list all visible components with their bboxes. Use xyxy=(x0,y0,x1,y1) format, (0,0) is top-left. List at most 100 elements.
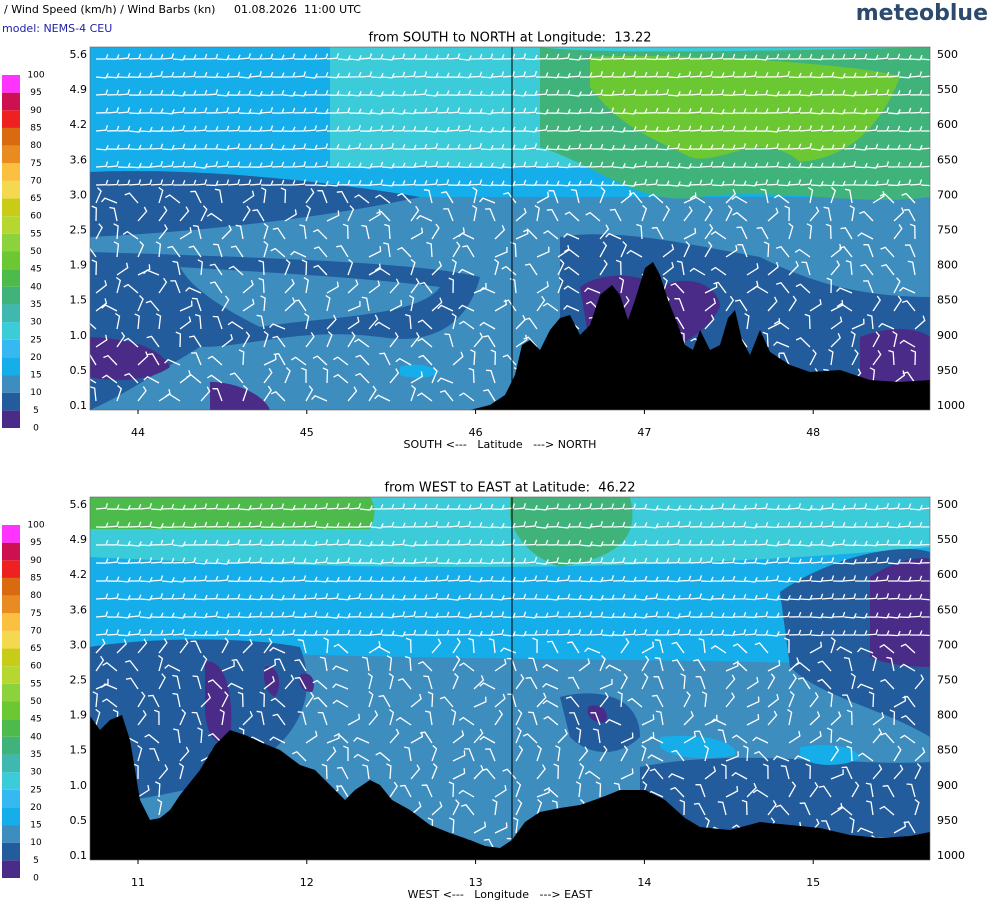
wind-barb xyxy=(431,638,442,654)
wind-barb xyxy=(227,576,241,583)
wind-barb xyxy=(678,539,692,546)
wind-barb xyxy=(117,504,131,511)
wind-barb xyxy=(238,630,252,637)
wind-barb xyxy=(794,248,811,258)
wind-barb xyxy=(788,577,802,583)
wind-barb xyxy=(282,629,296,636)
wind-barb xyxy=(410,371,423,384)
wind-barb xyxy=(649,768,664,780)
wind-barb xyxy=(710,718,727,726)
wind-barb xyxy=(389,278,400,294)
wind-barb xyxy=(447,539,461,546)
x-tick-label: 44 xyxy=(131,426,145,439)
wind-barb xyxy=(579,541,593,547)
wind-barb xyxy=(436,575,449,582)
wind-barb xyxy=(557,72,571,79)
wind-barb xyxy=(172,613,186,619)
speed-contour xyxy=(860,329,930,386)
wind-barb xyxy=(451,313,457,330)
wind-barb xyxy=(447,72,461,78)
wind-barb xyxy=(766,127,780,133)
wind-barb xyxy=(205,180,219,187)
wind-barb xyxy=(542,683,559,690)
wind-barb xyxy=(797,677,811,690)
wind-barb xyxy=(654,657,664,672)
header-date: 01.08.2026 11:00 UTC xyxy=(234,3,361,16)
wind-barb xyxy=(914,763,922,780)
wind-barb xyxy=(821,612,835,619)
wind-barb xyxy=(535,89,549,96)
wind-barb xyxy=(826,727,833,744)
wind-barb xyxy=(494,709,503,726)
wind-barb xyxy=(139,576,153,583)
wind-barb xyxy=(502,107,516,114)
wind-barb xyxy=(150,179,164,186)
wind-barb xyxy=(513,611,527,618)
wind-barb xyxy=(799,802,811,816)
wind-barb xyxy=(392,503,406,510)
wind-barb xyxy=(249,143,263,150)
wind-barb xyxy=(249,629,263,636)
wind-barb xyxy=(480,593,494,600)
wind-barb xyxy=(502,71,516,78)
wind-barb xyxy=(139,89,153,96)
wind-barb xyxy=(810,145,824,151)
wind-barb xyxy=(590,629,604,636)
wind-barb xyxy=(95,280,108,294)
wind-barb xyxy=(732,661,748,672)
wind-barb xyxy=(359,612,373,618)
wind-barb xyxy=(799,594,813,601)
wind-barb xyxy=(690,540,703,546)
wind-barb xyxy=(414,161,428,168)
wind-barb xyxy=(260,295,266,312)
wind-barb xyxy=(249,71,262,78)
wind-barb xyxy=(860,263,874,276)
wind-barb xyxy=(312,229,328,240)
wind-barb xyxy=(469,593,483,600)
wind-barb xyxy=(839,246,853,258)
wind-barb xyxy=(184,594,197,600)
wind-barb xyxy=(689,575,703,582)
wind-barb xyxy=(717,801,727,816)
wind-barb xyxy=(909,161,923,168)
wind-barb xyxy=(788,611,802,618)
wind-barb xyxy=(194,575,208,582)
wind-barb xyxy=(293,143,307,150)
wind-barb xyxy=(799,143,812,150)
wind-barb xyxy=(523,336,538,348)
wind-barb xyxy=(645,71,659,78)
wind-barb xyxy=(865,143,879,150)
wind-barb xyxy=(821,144,835,150)
colorbar-swatch xyxy=(2,198,20,217)
wind-barb xyxy=(869,367,876,384)
wind-barb xyxy=(414,89,428,96)
height-label: 1.5 xyxy=(70,744,88,757)
wind-barb xyxy=(326,576,340,583)
wind-barb xyxy=(447,107,461,114)
wind-barb xyxy=(887,522,901,529)
wind-barb xyxy=(155,241,162,258)
wind-barb xyxy=(535,145,549,151)
wind-barb xyxy=(590,71,604,78)
wind-barb xyxy=(612,575,626,582)
wind-barb xyxy=(227,593,241,600)
wind-barb xyxy=(410,801,422,816)
wind-barb xyxy=(194,125,208,132)
wind-barb xyxy=(513,593,527,600)
wind-barb xyxy=(909,558,923,565)
wind-barb xyxy=(238,73,252,79)
wind-barb xyxy=(713,281,727,294)
wind-barb xyxy=(722,144,736,150)
wind-barb xyxy=(326,503,340,510)
wind-barb xyxy=(326,53,340,60)
wind-barb xyxy=(95,89,109,96)
wind-barb xyxy=(117,143,131,150)
wind-barb xyxy=(854,557,868,564)
wind-barb xyxy=(817,678,832,690)
wind-barb xyxy=(777,629,791,636)
wind-barb xyxy=(284,209,297,222)
wind-barb xyxy=(134,313,140,330)
wind-barb xyxy=(700,53,714,60)
wind-barb xyxy=(252,209,265,222)
speed-contour xyxy=(90,337,170,380)
